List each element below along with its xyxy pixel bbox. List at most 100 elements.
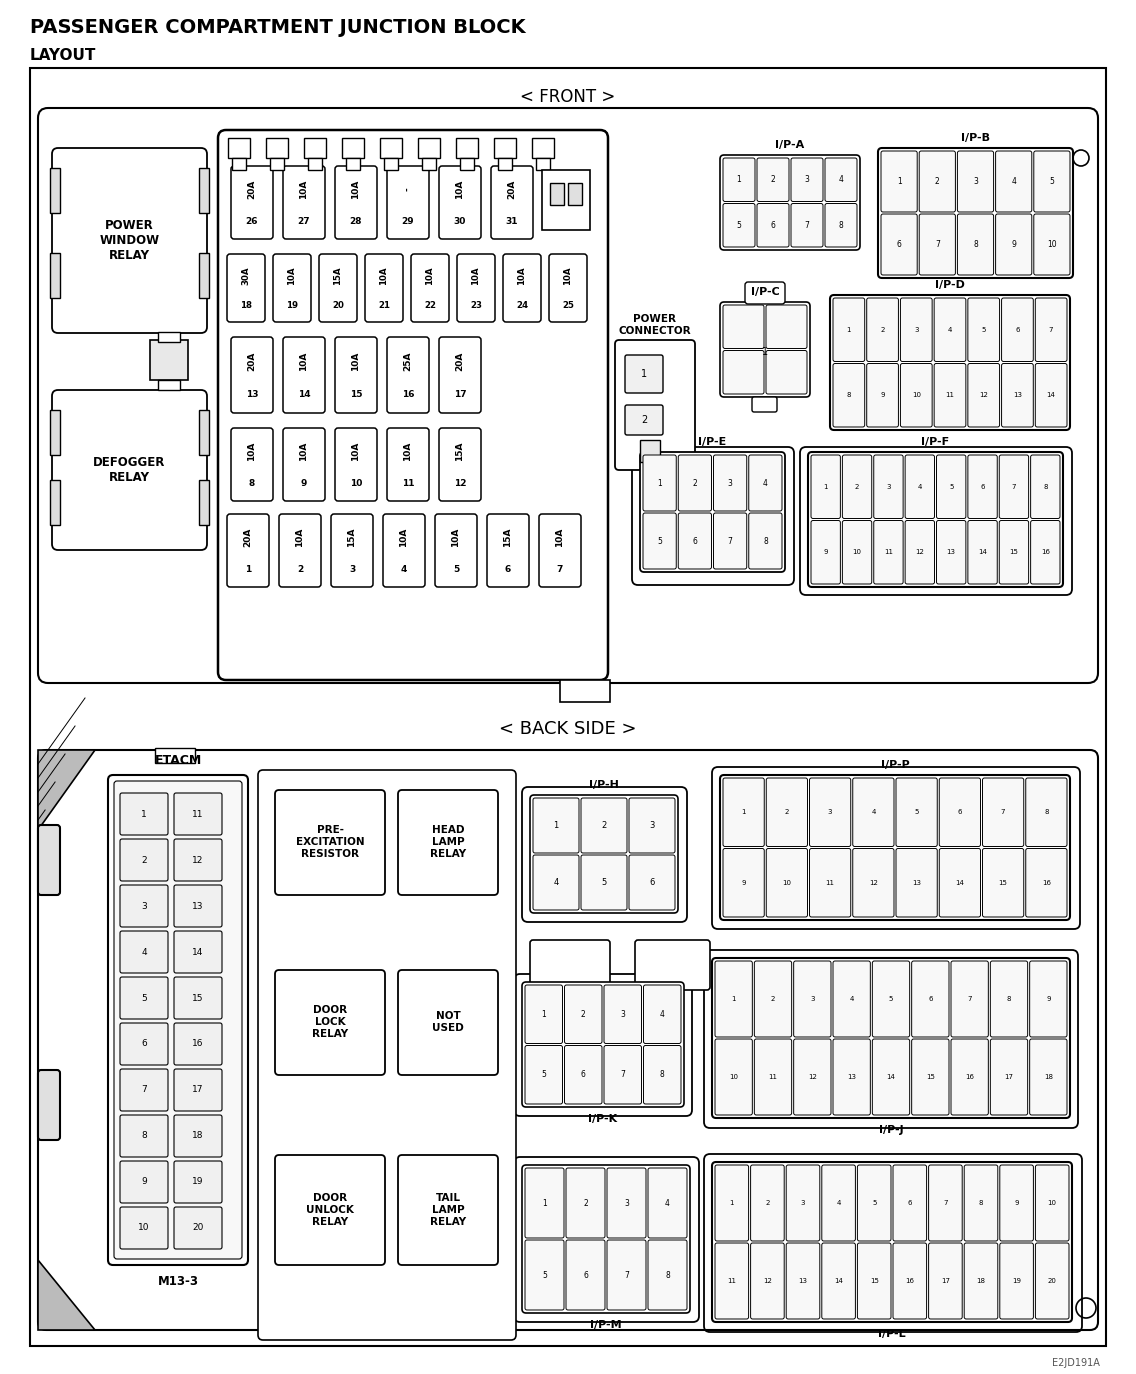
FancyBboxPatch shape xyxy=(843,455,871,518)
Text: 16: 16 xyxy=(192,1040,203,1048)
Bar xyxy=(50,168,60,213)
Text: 17: 17 xyxy=(453,390,466,398)
Text: NOT
USED: NOT USED xyxy=(432,1011,463,1033)
FancyBboxPatch shape xyxy=(751,1165,784,1241)
Text: 15: 15 xyxy=(1010,550,1018,555)
FancyBboxPatch shape xyxy=(1035,298,1067,361)
FancyBboxPatch shape xyxy=(120,885,168,927)
FancyBboxPatch shape xyxy=(1026,778,1067,846)
FancyBboxPatch shape xyxy=(745,282,785,304)
Bar xyxy=(560,680,610,702)
Text: 10A: 10A xyxy=(248,441,257,460)
Text: 8: 8 xyxy=(846,392,851,398)
FancyBboxPatch shape xyxy=(533,855,579,910)
Text: 20: 20 xyxy=(332,301,344,311)
Text: 8: 8 xyxy=(979,1200,984,1206)
Text: DOOR
LOCK
RELAY: DOOR LOCK RELAY xyxy=(312,1006,348,1039)
FancyBboxPatch shape xyxy=(383,514,425,587)
Bar xyxy=(50,253,60,298)
Text: 4: 4 xyxy=(918,484,922,489)
Text: 2: 2 xyxy=(641,415,648,425)
Bar xyxy=(199,168,209,213)
FancyBboxPatch shape xyxy=(37,109,1099,683)
Text: 4: 4 xyxy=(401,565,407,574)
FancyBboxPatch shape xyxy=(1000,455,1028,518)
Text: 6: 6 xyxy=(770,221,776,229)
FancyBboxPatch shape xyxy=(37,750,1099,1330)
Text: 3: 3 xyxy=(349,565,356,574)
Text: 1: 1 xyxy=(245,565,251,574)
FancyBboxPatch shape xyxy=(767,778,808,846)
FancyBboxPatch shape xyxy=(936,521,966,584)
Text: 1: 1 xyxy=(846,327,851,333)
Text: 20A: 20A xyxy=(243,528,252,547)
FancyBboxPatch shape xyxy=(604,985,642,1043)
Text: 6: 6 xyxy=(580,1070,586,1079)
Text: POWER
CONNECTOR: POWER CONNECTOR xyxy=(619,315,692,337)
FancyBboxPatch shape xyxy=(438,337,481,414)
Text: DOOR
UNLOCK
RELAY: DOOR UNLOCK RELAY xyxy=(306,1194,354,1227)
FancyBboxPatch shape xyxy=(435,514,477,587)
Text: 3: 3 xyxy=(886,484,891,489)
Text: ETACM: ETACM xyxy=(154,754,201,767)
FancyBboxPatch shape xyxy=(905,455,935,518)
FancyBboxPatch shape xyxy=(411,254,449,322)
Text: 10A: 10A xyxy=(456,180,465,199)
FancyBboxPatch shape xyxy=(531,940,610,991)
FancyBboxPatch shape xyxy=(722,350,765,394)
Text: 4: 4 xyxy=(553,878,559,888)
Text: 16: 16 xyxy=(905,1278,914,1283)
Text: TAIL
LAMP
RELAY: TAIL LAMP RELAY xyxy=(429,1194,466,1227)
FancyBboxPatch shape xyxy=(833,298,864,361)
Text: 10A: 10A xyxy=(563,267,573,284)
FancyBboxPatch shape xyxy=(720,302,810,397)
FancyBboxPatch shape xyxy=(218,131,608,680)
FancyBboxPatch shape xyxy=(939,849,980,916)
FancyBboxPatch shape xyxy=(538,514,580,587)
Text: 2: 2 xyxy=(935,177,939,185)
FancyBboxPatch shape xyxy=(335,166,377,239)
Text: 7: 7 xyxy=(1049,327,1053,333)
Text: 1: 1 xyxy=(641,370,648,379)
FancyBboxPatch shape xyxy=(715,1243,749,1319)
FancyBboxPatch shape xyxy=(174,1206,222,1249)
Text: 15: 15 xyxy=(192,993,203,1003)
FancyBboxPatch shape xyxy=(398,790,498,894)
Text: 26: 26 xyxy=(245,217,258,225)
Bar xyxy=(199,480,209,525)
Text: < BACK SIDE >: < BACK SIDE > xyxy=(499,720,637,738)
Bar xyxy=(266,137,289,158)
Text: 9: 9 xyxy=(824,550,828,555)
FancyBboxPatch shape xyxy=(1029,1039,1067,1114)
Text: 10: 10 xyxy=(783,879,792,886)
FancyBboxPatch shape xyxy=(934,364,966,427)
FancyBboxPatch shape xyxy=(643,985,680,1043)
Text: 13: 13 xyxy=(1013,392,1022,398)
Text: 6: 6 xyxy=(908,1200,912,1206)
Bar xyxy=(456,137,478,158)
Text: 7: 7 xyxy=(943,1200,947,1206)
FancyBboxPatch shape xyxy=(174,1114,222,1157)
Text: I/P-D: I/P-D xyxy=(935,280,964,290)
FancyBboxPatch shape xyxy=(438,427,481,502)
Text: 19: 19 xyxy=(1012,1278,1021,1283)
Text: 30: 30 xyxy=(453,217,466,225)
Text: 5: 5 xyxy=(914,809,919,815)
Text: 1: 1 xyxy=(542,1010,546,1018)
FancyBboxPatch shape xyxy=(227,254,265,322)
FancyBboxPatch shape xyxy=(882,151,917,212)
Text: I/P-P: I/P-P xyxy=(880,760,910,769)
Bar xyxy=(342,137,364,158)
Text: 14: 14 xyxy=(978,550,987,555)
Text: 30A: 30A xyxy=(242,267,251,284)
Text: 10: 10 xyxy=(139,1223,150,1232)
Text: 10A: 10A xyxy=(400,528,409,547)
Text: 28: 28 xyxy=(350,217,362,225)
FancyBboxPatch shape xyxy=(335,427,377,502)
FancyBboxPatch shape xyxy=(752,397,777,412)
Text: 5: 5 xyxy=(888,996,893,1002)
FancyBboxPatch shape xyxy=(120,840,168,881)
FancyBboxPatch shape xyxy=(279,514,321,587)
Text: 1: 1 xyxy=(736,176,742,184)
Text: 18: 18 xyxy=(1044,1074,1053,1080)
